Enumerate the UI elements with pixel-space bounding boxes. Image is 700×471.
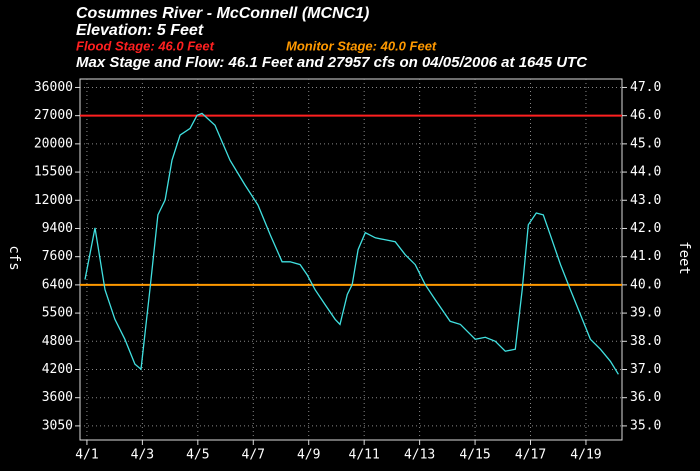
y-tick-label: 42.0 [630, 221, 661, 236]
y-tick-label: 38.0 [630, 334, 661, 349]
flood-stage-label: Flood Stage: 46.0 Feet [76, 38, 215, 53]
max-annotation: Max Stage and Flow: 46.1 Feet and 27957 … [76, 54, 588, 71]
monitor-stage-label: Monitor Stage: 40.0 Feet [286, 38, 437, 53]
flow-tick-label: 4200 [42, 362, 73, 377]
y-axis-label-right: feet [676, 241, 692, 275]
y-axis-label-left: cfs [6, 245, 22, 270]
y-tick-label: 46.0 [630, 108, 661, 123]
y-tick-label: 37.0 [630, 362, 661, 377]
y-tick-label: 35.0 [630, 418, 661, 433]
plot-frame [79, 78, 623, 441]
y-tick-label: 41.0 [630, 249, 661, 264]
x-tick-label: 4/17 [515, 448, 546, 463]
flow-tick-label: 12000 [34, 193, 73, 208]
y-tick-label: 40.0 [630, 277, 661, 292]
x-tick-label: 4/19 [570, 448, 601, 463]
x-tick-label: 4/3 [131, 448, 154, 463]
x-tick-label: 4/7 [242, 448, 265, 463]
flow-tick-label: 20000 [34, 136, 73, 151]
flow-tick-label: 3600 [42, 390, 73, 405]
flow-tick-label: 4800 [42, 334, 73, 349]
flow-tick-label: 3050 [42, 418, 73, 433]
x-tick-label: 4/5 [186, 448, 209, 463]
y-tick-label: 36.0 [630, 390, 661, 405]
y-tick-label: 43.0 [630, 193, 661, 208]
flow-tick-label: 9400 [42, 221, 73, 236]
x-tick-label: 4/1 [75, 448, 98, 463]
x-tick-label: 4/15 [459, 448, 490, 463]
y-tick-label: 47.0 [630, 80, 661, 95]
flow-tick-label: 6400 [42, 277, 73, 292]
chart-subtitle: Elevation: 5 Feet [76, 22, 204, 39]
y-tick-label: 44.0 [630, 165, 661, 180]
flow-tick-label: 5500 [42, 306, 73, 321]
y-tick-label: 45.0 [630, 136, 661, 151]
flow-tick-label: 36000 [34, 80, 73, 95]
flow-tick-label: 7600 [42, 249, 73, 264]
x-tick-label: 4/13 [404, 448, 435, 463]
y-tick-label: 39.0 [630, 306, 661, 321]
flow-tick-label: 27000 [34, 108, 73, 123]
stage-line [84, 112, 619, 375]
flow-tick-label: 15500 [34, 165, 73, 180]
x-tick-label: 4/11 [349, 448, 380, 463]
x-tick-label: 4/9 [297, 448, 320, 463]
chart-title: Cosumnes River - McConnell (MCNC1) [76, 5, 369, 22]
